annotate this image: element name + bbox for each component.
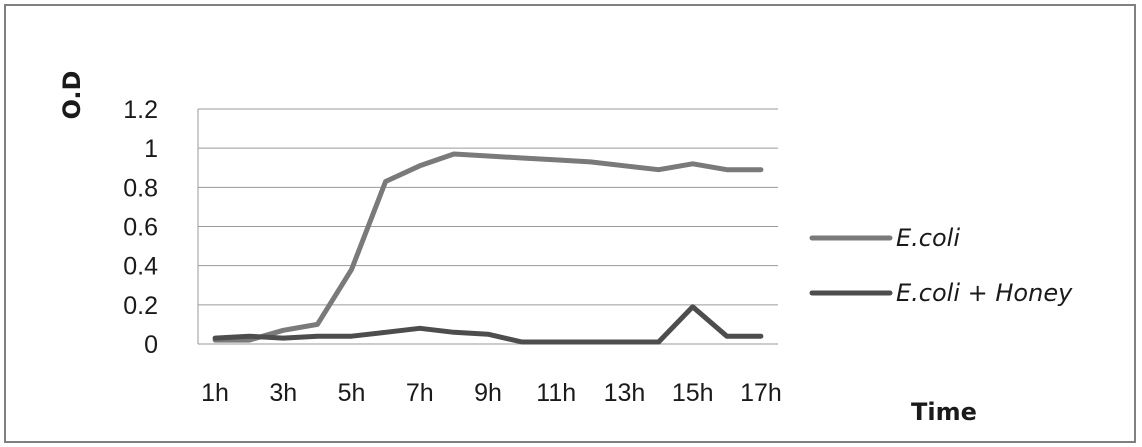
- y-tick-label: 0.4: [123, 253, 158, 281]
- y-tick-label: 0.2: [123, 292, 158, 320]
- series-line-1: [212, 151, 764, 343]
- series-lines: [212, 151, 764, 345]
- x-tick-label: 5h: [338, 379, 366, 407]
- y-tick-label: 0: [144, 331, 158, 359]
- x-tick-label: 3h: [269, 379, 297, 407]
- chart-frame: [4, 4, 1136, 443]
- legend: E.coli E.coli + Honey: [809, 224, 1073, 307]
- y-axis-title: O.D: [58, 71, 86, 120]
- legend-label: E.coli + Honey: [896, 279, 1073, 307]
- y-tick-label: 1: [144, 135, 158, 163]
- x-tick-label: 7h: [406, 379, 434, 407]
- x-tick-label: 11h: [536, 379, 576, 407]
- x-tick-labels: 1h 3h 5h 7h 9h 11h 13h 15h 17h: [201, 379, 782, 407]
- y-tick-label: 0.6: [123, 214, 158, 242]
- y-tick-label: 1.2: [123, 96, 158, 124]
- y-tick-label: 0.8: [123, 174, 158, 202]
- gridlines: [197, 108, 778, 345]
- x-tick-label: 17h: [740, 379, 782, 407]
- series-line-2: [212, 304, 764, 345]
- x-axis-title: Time: [911, 398, 977, 426]
- legend-label: E.coli: [896, 224, 960, 252]
- x-tick-label: 1h: [201, 379, 229, 407]
- x-tick-label: 13h: [604, 379, 646, 407]
- x-tick-label: 9h: [474, 379, 502, 407]
- x-tick-label: 15h: [672, 379, 714, 407]
- y-tick-labels: 0 0.2 0.4 0.6 0.8 1 1.2: [123, 96, 158, 359]
